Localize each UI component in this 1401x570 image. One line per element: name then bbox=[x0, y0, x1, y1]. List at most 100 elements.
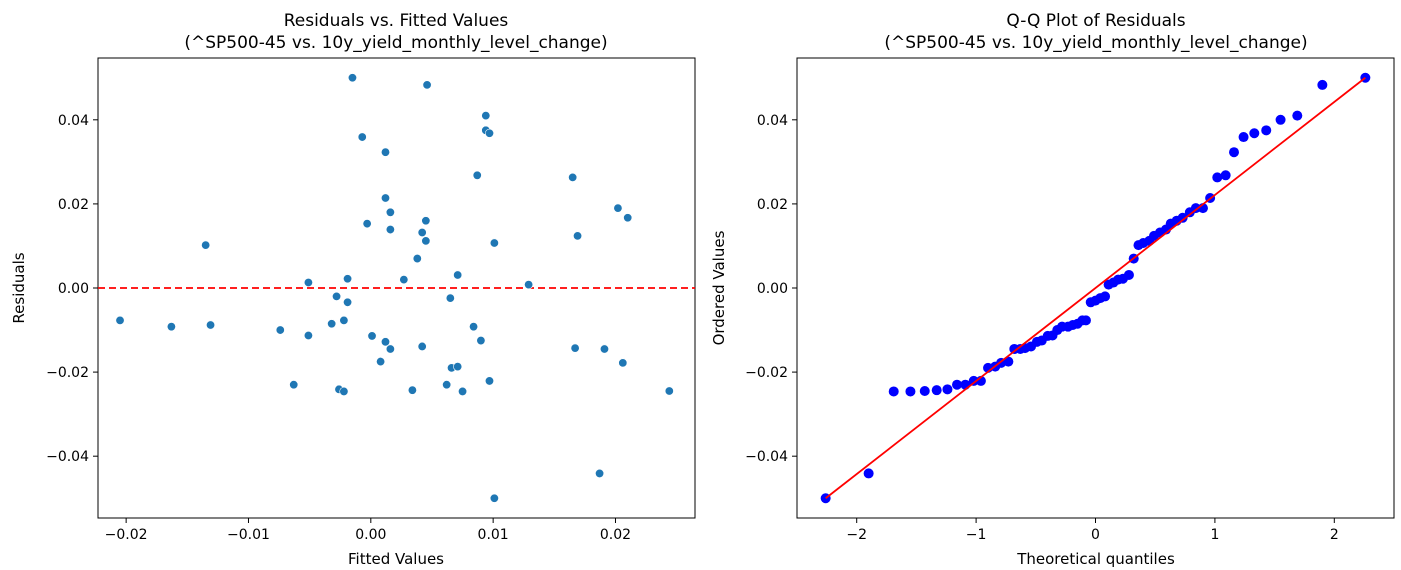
qq-point bbox=[1212, 172, 1223, 183]
qq-point bbox=[919, 386, 930, 397]
residual-point bbox=[524, 280, 534, 290]
qq-reference-line bbox=[825, 77, 1366, 499]
y-tick-label: −0.02 bbox=[46, 365, 89, 381]
residual-point bbox=[458, 386, 468, 396]
residual-point bbox=[618, 358, 628, 368]
residual-point bbox=[115, 315, 125, 325]
y-axis-ticks: −0.04 −0.02 0.00 0.02 0.04 bbox=[745, 113, 797, 465]
residual-point bbox=[303, 278, 313, 288]
residual-point bbox=[417, 228, 427, 238]
x-tick-label: −0.01 bbox=[227, 527, 270, 543]
residual-point bbox=[385, 225, 395, 235]
residual-point bbox=[367, 331, 377, 341]
qq-point bbox=[1220, 170, 1231, 181]
qq-point bbox=[888, 386, 899, 397]
residual-point bbox=[343, 297, 353, 307]
qq-point bbox=[1123, 269, 1134, 280]
x-tick-label: 0.02 bbox=[600, 527, 631, 543]
residual-point bbox=[362, 219, 372, 229]
residual-point bbox=[166, 322, 176, 332]
qq-point bbox=[1100, 291, 1111, 302]
y-tick-label: −0.04 bbox=[46, 449, 89, 465]
residual-point bbox=[385, 344, 395, 354]
residual-point bbox=[385, 207, 395, 217]
residuals-vs-fitted-chart: Residuals vs. Fitted Values (^SP500-45 v… bbox=[10, 11, 696, 568]
residual-point bbox=[568, 172, 578, 182]
residual-point bbox=[422, 80, 432, 90]
residual-point bbox=[275, 325, 285, 335]
y-axis-label: Ordered Values bbox=[710, 230, 728, 345]
residual-point bbox=[339, 315, 349, 325]
residual-point bbox=[289, 380, 299, 390]
qq-point bbox=[942, 384, 953, 395]
residual-point bbox=[303, 331, 313, 341]
residual-point bbox=[489, 493, 499, 503]
residual-point bbox=[599, 344, 609, 354]
residual-point bbox=[339, 386, 349, 396]
residual-point bbox=[201, 240, 211, 250]
residual-points bbox=[115, 73, 674, 503]
x-tick-label: −0.02 bbox=[105, 527, 148, 543]
residual-point bbox=[343, 274, 353, 284]
residual-point bbox=[664, 386, 674, 396]
x-tick-label: 0 bbox=[1091, 527, 1100, 543]
residual-point bbox=[380, 337, 390, 347]
residual-point bbox=[442, 380, 452, 390]
residual-point bbox=[332, 291, 342, 301]
residual-point bbox=[347, 73, 357, 83]
residual-point bbox=[357, 132, 367, 142]
x-tick-label: 1 bbox=[1210, 527, 1219, 543]
x-tick-label: −2 bbox=[846, 527, 867, 543]
qq-point bbox=[1229, 147, 1239, 158]
residual-point bbox=[472, 170, 482, 180]
residual-point bbox=[412, 254, 422, 264]
residual-point bbox=[407, 385, 417, 395]
residual-point bbox=[445, 293, 455, 303]
residual-point bbox=[481, 111, 491, 121]
residual-point bbox=[206, 320, 216, 330]
residual-point bbox=[453, 362, 463, 372]
qq-point bbox=[1317, 79, 1328, 90]
residual-point bbox=[327, 319, 337, 329]
qq-plot-chart: Q-Q Plot of Residuals (^SP500-45 vs. 10y… bbox=[710, 11, 1395, 568]
residual-point bbox=[613, 203, 623, 213]
qq-point bbox=[1177, 212, 1188, 223]
residual-point bbox=[399, 275, 409, 285]
qq-point bbox=[1275, 114, 1286, 125]
y-tick-label: −0.04 bbox=[745, 449, 788, 465]
x-tick-label: 0.01 bbox=[478, 527, 509, 543]
y-tick-label: 0.00 bbox=[757, 281, 788, 297]
y-tick-label: 0.00 bbox=[58, 281, 89, 297]
qq-point bbox=[931, 385, 942, 396]
y-axis-ticks: −0.04 −0.02 0.00 0.02 0.04 bbox=[46, 113, 98, 465]
qq-point bbox=[952, 379, 962, 390]
residual-point bbox=[595, 468, 605, 478]
x-tick-label: 0.00 bbox=[355, 527, 386, 543]
y-tick-label: 0.04 bbox=[58, 113, 89, 129]
qq-point bbox=[1190, 203, 1201, 214]
y-tick-label: 0.02 bbox=[58, 197, 89, 213]
residual-point bbox=[417, 341, 427, 351]
residual-point bbox=[484, 376, 494, 386]
qq-point bbox=[1292, 110, 1303, 121]
residual-point bbox=[573, 231, 583, 241]
chart-subtitle: (^SP500-45 vs. 10y_yield_monthly_level_c… bbox=[884, 33, 1307, 53]
residual-point bbox=[421, 216, 431, 226]
x-tick-label: 2 bbox=[1330, 527, 1339, 543]
y-tick-label: 0.02 bbox=[757, 197, 788, 213]
x-tick-label: −1 bbox=[966, 527, 987, 543]
qq-point bbox=[1238, 132, 1249, 143]
x-axis-label: Theoretical quantiles bbox=[1016, 550, 1175, 568]
residual-point bbox=[570, 343, 580, 353]
residual-point bbox=[453, 270, 463, 280]
chart-title: Q-Q Plot of Residuals bbox=[1006, 11, 1185, 31]
qq-point bbox=[968, 375, 979, 386]
residual-point bbox=[623, 213, 633, 223]
chart-title: Residuals vs. Fitted Values bbox=[284, 11, 509, 31]
residual-point bbox=[380, 193, 390, 203]
residual-point bbox=[484, 128, 494, 138]
qq-point bbox=[863, 468, 874, 479]
residual-point bbox=[476, 336, 486, 346]
chart-subtitle: (^SP500-45 vs. 10y_yield_monthly_level_c… bbox=[184, 33, 607, 53]
